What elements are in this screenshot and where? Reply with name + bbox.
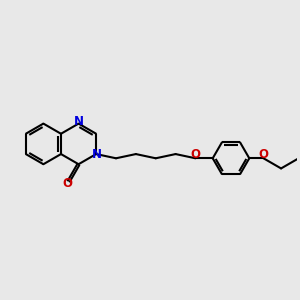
Text: O: O: [62, 177, 72, 190]
Text: N: N: [92, 148, 102, 161]
Text: O: O: [258, 148, 268, 161]
Text: N: N: [74, 116, 84, 128]
Text: O: O: [190, 148, 200, 161]
